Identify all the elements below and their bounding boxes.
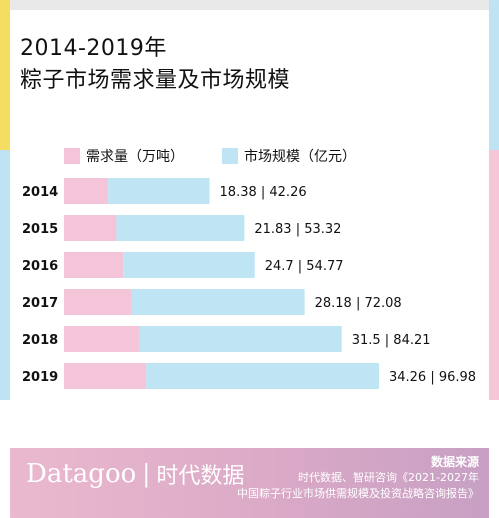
bar-market-size: [116, 215, 245, 241]
bar-market-size: [123, 252, 255, 278]
bar-demand: [64, 289, 132, 315]
y-tick-label: 2018: [22, 333, 58, 348]
right-accent-pink: [489, 150, 499, 400]
top-border: [0, 0, 499, 10]
data-label: 21.83 | 53.32: [254, 222, 341, 237]
y-tick-label: 2017: [22, 296, 58, 311]
legend-swatch-market: [222, 148, 238, 164]
legend-label-demand: 需求量（万吨）: [86, 149, 184, 165]
bar-market-size: [131, 289, 305, 315]
legend-label-market: 市场规模（亿元）: [244, 149, 356, 165]
data-label: 34.26 | 96.98: [389, 370, 476, 385]
legend-swatch-demand: [64, 148, 80, 164]
data-label: 31.5 | 84.21: [352, 333, 431, 348]
y-tick-label: 2019: [22, 370, 58, 385]
bar-market-size: [108, 178, 210, 204]
chart-title-line2: 粽子市场需求量及市场规模: [20, 68, 291, 93]
source-title: 数据来源: [430, 455, 479, 469]
brand-separator: |: [142, 460, 151, 488]
bar-chart: 2014 18.38 | 42.26 2015 21.83 | 53.32 2016 24…: [22, 178, 476, 389]
data-label: 28.18 | 72.08: [315, 296, 402, 311]
y-tick-label: 2015: [22, 222, 58, 237]
data-label: 18.38 | 42.26: [220, 185, 307, 200]
bar-market-size: [139, 326, 342, 352]
chart-title-line1: 2014-2019年: [20, 36, 167, 61]
source-note: 数据来源 时代数据、智研咨询《2021-2027年 中国粽子行业市场供需规模及投…: [237, 454, 479, 502]
y-tick-label: 2016: [22, 259, 58, 274]
legend-item-demand: 需求量（万吨）: [64, 146, 184, 166]
right-accent-blue: [489, 0, 499, 150]
legend: 需求量（万吨） 市场规模（亿元）: [64, 146, 394, 166]
source-line-2: 中国粽子行业市场供需规模及投资战略咨询报告》: [237, 487, 479, 500]
bar-demand: [64, 252, 124, 278]
source-line-1: 时代数据、智研咨询《2021-2027年: [298, 471, 479, 484]
brand-cn: 时代数据: [156, 464, 245, 489]
footer: Datagoo | 时代数据 数据来源 时代数据、智研咨询《2021-2027年…: [10, 448, 489, 518]
left-accent-yellow: [0, 0, 10, 150]
brand-en: Datagoo: [26, 459, 137, 489]
bar-demand: [64, 363, 147, 389]
y-tick-label: 2014: [22, 185, 58, 200]
brand-logo: Datagoo | 时代数据: [26, 458, 244, 490]
bar-demand: [64, 215, 117, 241]
left-accent-blue: [0, 150, 10, 400]
bar-market-size: [146, 363, 379, 389]
bar-demand: [64, 326, 140, 352]
legend-item-market: 市场规模（亿元）: [222, 146, 356, 166]
data-label: 24.7 | 54.77: [265, 259, 344, 274]
bar-demand: [64, 178, 109, 204]
